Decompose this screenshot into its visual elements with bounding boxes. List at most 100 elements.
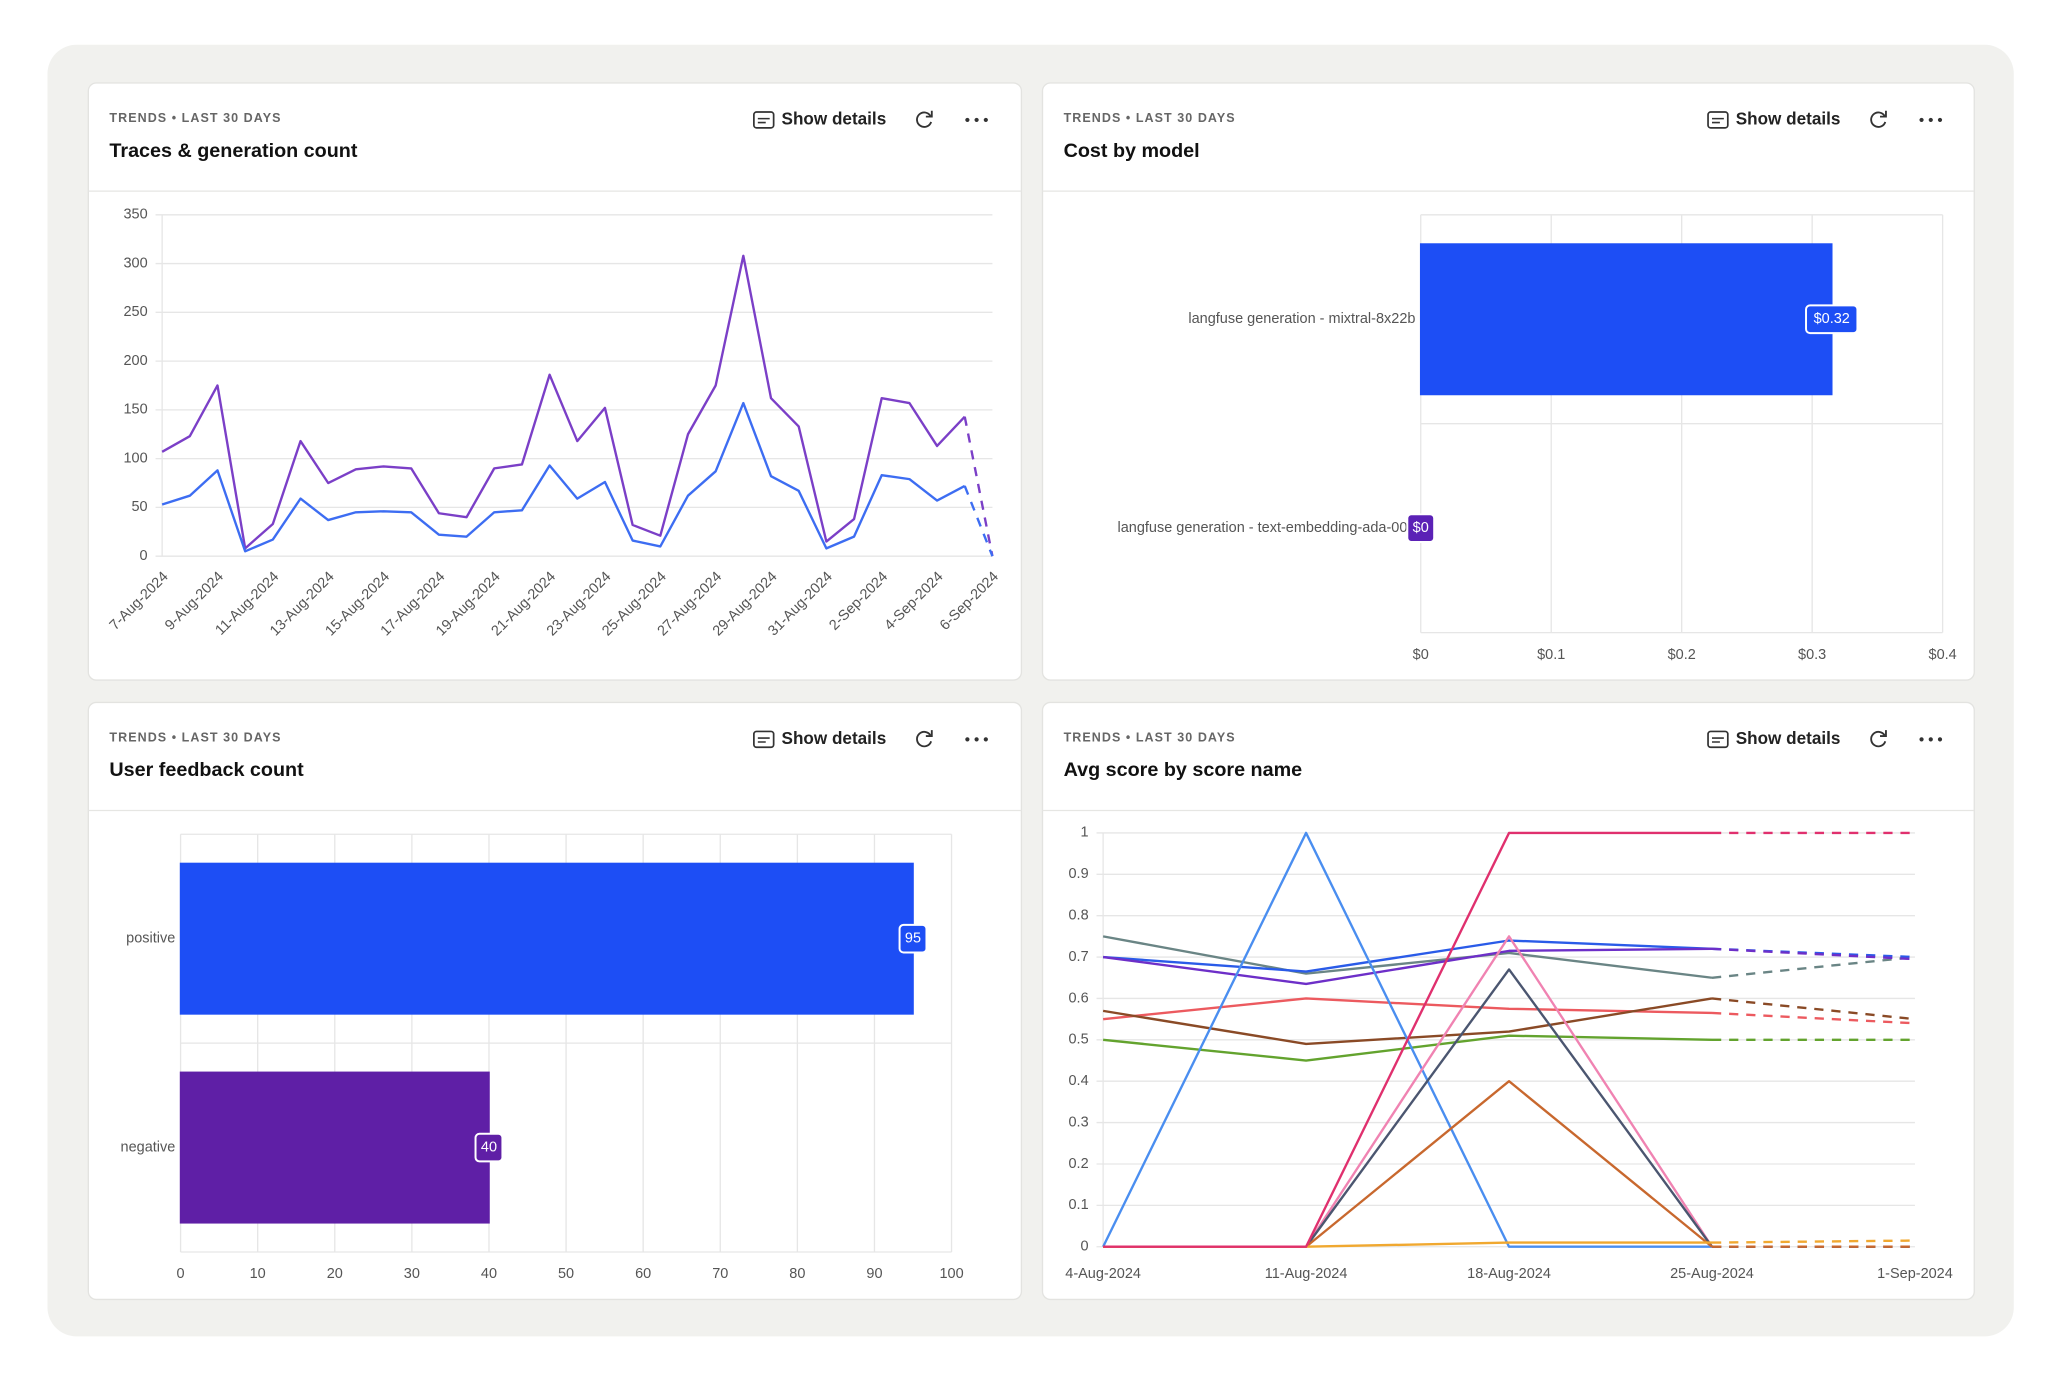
category-label: negative bbox=[121, 1139, 176, 1155]
partial-period-line bbox=[963, 485, 994, 557]
more-button[interactable] bbox=[1937, 737, 1943, 742]
series-line bbox=[161, 401, 966, 553]
x-tick-label: 18-Aug-2024 bbox=[1467, 1266, 1551, 1282]
value-badge bbox=[474, 1132, 504, 1163]
x-tick-label: $0.1 bbox=[1537, 647, 1565, 663]
more-button[interactable] bbox=[1928, 737, 1933, 742]
series-line bbox=[1103, 939, 1713, 973]
y-tick-label: 250 bbox=[123, 304, 147, 320]
x-tick-label: $0.2 bbox=[1668, 647, 1696, 663]
details-icon[interactable] bbox=[753, 730, 775, 749]
more-button[interactable] bbox=[965, 117, 970, 123]
more-button[interactable] bbox=[983, 117, 988, 123]
more-button[interactable] bbox=[983, 737, 988, 742]
more-button[interactable] bbox=[1937, 117, 1943, 123]
x-tick-label: $0 bbox=[1413, 647, 1429, 663]
details-icon-lines[interactable] bbox=[757, 737, 770, 743]
panel-title: Traces & generation count bbox=[109, 140, 357, 162]
more-button[interactable] bbox=[974, 117, 979, 123]
y-tick-label: 0.7 bbox=[1068, 949, 1088, 965]
value-badge bbox=[898, 923, 928, 954]
x-tick-label: 50 bbox=[558, 1266, 574, 1282]
y-tick-label: 0.3 bbox=[1068, 1114, 1088, 1130]
y-tick-label: 0.2 bbox=[1068, 1156, 1088, 1172]
panel-title: User feedback count bbox=[109, 759, 304, 781]
y-tick-label: 150 bbox=[123, 402, 147, 418]
bar bbox=[179, 862, 914, 1015]
x-tick-label: 100 bbox=[939, 1266, 963, 1282]
refresh-button[interactable] bbox=[916, 111, 933, 128]
partial-period-line bbox=[963, 416, 994, 557]
more-button[interactable] bbox=[1919, 117, 1924, 123]
y-tick-label: 0.1 bbox=[1068, 1197, 1088, 1213]
series-line bbox=[1102, 935, 1713, 979]
y-tick-label: 200 bbox=[123, 353, 147, 369]
x-tick-label: 4-Aug-2024 bbox=[1065, 1266, 1141, 1282]
value-label: 95 bbox=[905, 931, 921, 947]
series-line bbox=[1102, 947, 1713, 986]
bar bbox=[1419, 243, 1833, 396]
x-tick-label: $0.3 bbox=[1798, 647, 1826, 663]
bar bbox=[179, 1071, 490, 1224]
panel-title: Avg score by score name bbox=[1064, 759, 1303, 781]
x-tick-label: 40 bbox=[481, 1266, 497, 1282]
x-tick-label: 70 bbox=[712, 1266, 728, 1282]
y-tick-label: 300 bbox=[123, 255, 147, 271]
x-tick-label: 30 bbox=[404, 1266, 420, 1282]
x-tick-label: 80 bbox=[789, 1266, 805, 1282]
category-label: positive bbox=[126, 931, 175, 947]
y-tick-label: 50 bbox=[132, 499, 148, 515]
show-details-button[interactable]: Show details bbox=[782, 728, 887, 748]
y-tick-label: 350 bbox=[123, 207, 147, 223]
details-icon[interactable] bbox=[1707, 111, 1729, 129]
value-badge bbox=[1805, 304, 1859, 335]
refresh-button[interactable] bbox=[1870, 111, 1887, 128]
panel bbox=[1041, 701, 1975, 1301]
refresh-arrow[interactable] bbox=[1880, 110, 1887, 118]
value-badge bbox=[1406, 513, 1436, 543]
refresh-button[interactable] bbox=[1870, 730, 1887, 748]
refresh-button[interactable] bbox=[916, 730, 933, 748]
show-details-button[interactable]: Show details bbox=[782, 108, 887, 128]
x-tick-label: 1-Sep-2024 bbox=[1877, 1266, 1953, 1282]
series-line bbox=[1103, 997, 1713, 1021]
details-icon-lines[interactable] bbox=[1711, 117, 1724, 124]
show-details-button[interactable]: Show details bbox=[1736, 728, 1841, 748]
more-button[interactable] bbox=[974, 737, 979, 742]
refresh-arrow[interactable] bbox=[925, 110, 933, 118]
more-button[interactable] bbox=[1928, 117, 1933, 123]
panel-kicker: TRENDS • LAST 30 DAYS bbox=[1064, 730, 1236, 744]
category-label: langfuse generation - text-embedding-ada… bbox=[1118, 520, 1416, 536]
details-icon[interactable] bbox=[1707, 730, 1729, 749]
category-label: langfuse generation - mixtral-8x22b bbox=[1188, 311, 1415, 327]
panel-kicker: TRENDS • LAST 30 DAYS bbox=[109, 730, 281, 744]
value-label: $0.32 bbox=[1814, 311, 1850, 327]
refresh-arrow[interactable] bbox=[925, 730, 933, 737]
details-icon[interactable] bbox=[753, 111, 775, 129]
x-tick-label: 20 bbox=[327, 1266, 343, 1282]
details-icon-lines[interactable] bbox=[757, 117, 770, 124]
y-tick-label: 1 bbox=[1081, 825, 1089, 841]
x-tick-label: 25-Aug-2024 bbox=[1670, 1266, 1754, 1282]
x-tick-label: $0.4 bbox=[1929, 647, 1957, 663]
more-button[interactable] bbox=[965, 737, 970, 742]
x-tick-label: 0 bbox=[177, 1266, 185, 1282]
details-icon-lines[interactable] bbox=[1711, 737, 1724, 743]
panel bbox=[87, 82, 1023, 681]
x-tick-label: 10 bbox=[250, 1266, 266, 1282]
y-tick-label: 100 bbox=[123, 450, 147, 466]
series-line bbox=[1103, 1034, 1713, 1062]
show-details-button[interactable]: Show details bbox=[1736, 108, 1841, 128]
y-tick-label: 0 bbox=[1081, 1239, 1089, 1255]
more-button[interactable] bbox=[1919, 737, 1924, 742]
y-tick-label: 0.4 bbox=[1068, 1073, 1088, 1089]
y-tick-label: 0.9 bbox=[1068, 866, 1088, 882]
y-tick-label: 0.8 bbox=[1068, 908, 1088, 924]
refresh-arrow[interactable] bbox=[1880, 730, 1887, 737]
x-tick-label: 60 bbox=[635, 1266, 651, 1282]
x-tick-label: 11-Aug-2024 bbox=[1265, 1266, 1348, 1282]
y-tick-label: 0.5 bbox=[1068, 1032, 1088, 1048]
series-line bbox=[1103, 831, 1712, 1248]
